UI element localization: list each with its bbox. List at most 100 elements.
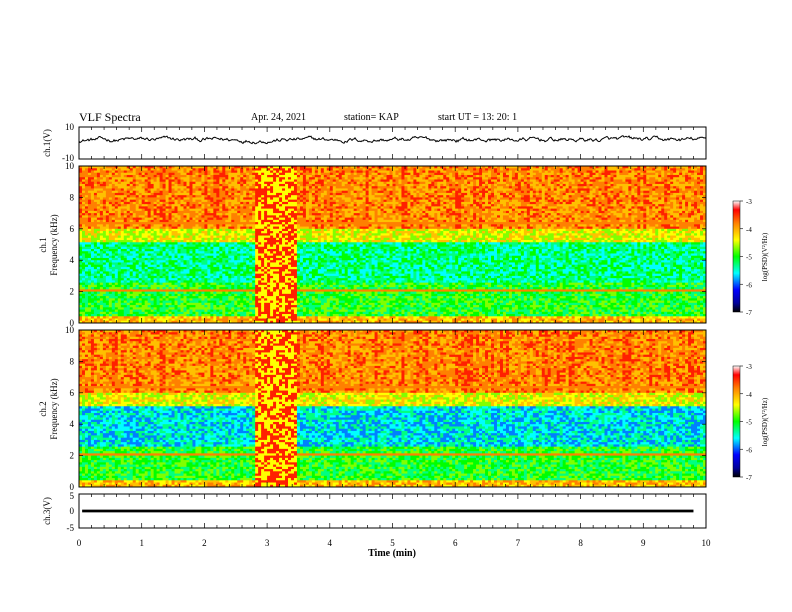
spectrogram-cell [237,271,240,274]
spectrogram-cell [186,240,189,243]
spectrogram-cell [82,256,85,259]
spectrogram-cell [163,168,166,171]
spectrogram-cell [112,168,115,171]
spectrogram-cell [124,310,127,313]
spectrogram-cell [157,256,160,259]
spectrogram-cell [127,209,130,212]
spectrogram-cell [210,247,213,250]
spectrogram-cell [94,271,97,274]
spectrogram-cell [270,224,273,227]
spectrogram-cell [97,287,100,290]
spectrogram-cell [118,310,121,313]
spectrogram-cell [88,247,91,250]
ytick-label: 10 [65,122,75,132]
spectrogram-cell [148,184,151,187]
spectrogram-cell [207,294,210,297]
spectrogram-cell [103,200,106,203]
spectrogram-cell [252,294,255,297]
spectrogram-cell [175,240,178,243]
spectrogram-cell [282,310,285,313]
spectrogram-cell [264,310,267,313]
spectrogram-cell [100,177,103,180]
spectrogram-cell [228,184,231,187]
spectrogram-cell [130,215,133,218]
spectrogram-cell [94,319,97,322]
spectrogram-cell [157,177,160,180]
spectrogram-cell [145,231,148,234]
spectrogram-cell [181,278,184,281]
spectrogram-cell [222,278,225,281]
spectrogram-cell [195,224,198,227]
spectrogram-cell [115,271,118,274]
spectrogram-cell [255,209,258,212]
spectrogram-cell [231,193,234,196]
spectrogram-cell [246,231,249,234]
spectrogram-cell [100,215,103,218]
spectrogram-cell [258,193,261,196]
spectrogram-cell [252,256,255,259]
spectrogram-cell [225,240,228,243]
spectrogram-cell [118,319,121,322]
spectrogram-cell [201,262,204,265]
spectrogram-cell [246,256,249,259]
spectrogram-cell [249,287,252,290]
spectrogram-cell [216,231,219,234]
spectrogram-cell [198,278,201,281]
spectrogram-cell [118,262,121,265]
spectrogram-cell [181,303,184,306]
spectrogram-cell [133,177,136,180]
spectrogram-cell [243,294,246,297]
spectrogram-cell [88,231,91,234]
spectrogram-cell [130,177,133,180]
spectrogram-cell [85,193,88,196]
spectrogram-cell [216,177,219,180]
spectrogram-cell [264,262,267,265]
spectrogram-cell [285,193,288,196]
spectrogram-cell [210,209,213,212]
spectrogram-cell [121,177,124,180]
spectrogram-cell [148,310,151,313]
spectrogram-cell [186,224,189,227]
spectrogram-cell [210,168,213,171]
spectrogram-cell [100,224,103,227]
spectrogram-cell [109,231,112,234]
spectrogram-cell [109,209,112,212]
spectrogram-cell [216,271,219,274]
spectrogram-cell [112,193,115,196]
spectrogram-cell [195,231,198,234]
spectrogram-cell [124,303,127,306]
spectrogram-cell [97,184,100,187]
spectrogram-cell [121,224,124,227]
spectrogram-cell [207,184,210,187]
spectrogram-cell [142,303,145,306]
spectrogram-cell [192,240,195,243]
spectrogram-cell [261,209,264,212]
spectrogram-cell [85,200,88,203]
spectrogram-cell [273,262,276,265]
spectrogram-cell [124,256,127,259]
spectrogram-cell [225,177,228,180]
spectrogram-cell [172,209,175,212]
spectrogram-cell [222,319,225,322]
spectrogram-cell [267,240,270,243]
spectrogram-cell [100,200,103,203]
spectrogram-cell [201,247,204,250]
spectrogram-cell [172,231,175,234]
spectrogram-cell [154,224,157,227]
spectrogram-cell [169,278,172,281]
spectrogram-cell [258,231,261,234]
spectrogram-cell [252,271,255,274]
spectrogram-cell [195,200,198,203]
spectrogram-cell [169,310,172,313]
spectrogram-cell [97,247,100,250]
spectrogram-cell [282,287,285,290]
spectrogram-cell [169,215,172,218]
spectrogram-cell [189,224,192,227]
spectrogram-cell [151,231,154,234]
spectrogram-cell [124,247,127,250]
spectrogram-cell [157,200,160,203]
spectrogram-cell [267,168,270,171]
spectrogram-cell [207,256,210,259]
spectrogram-cell [234,294,237,297]
spectrogram-cell [124,177,127,180]
